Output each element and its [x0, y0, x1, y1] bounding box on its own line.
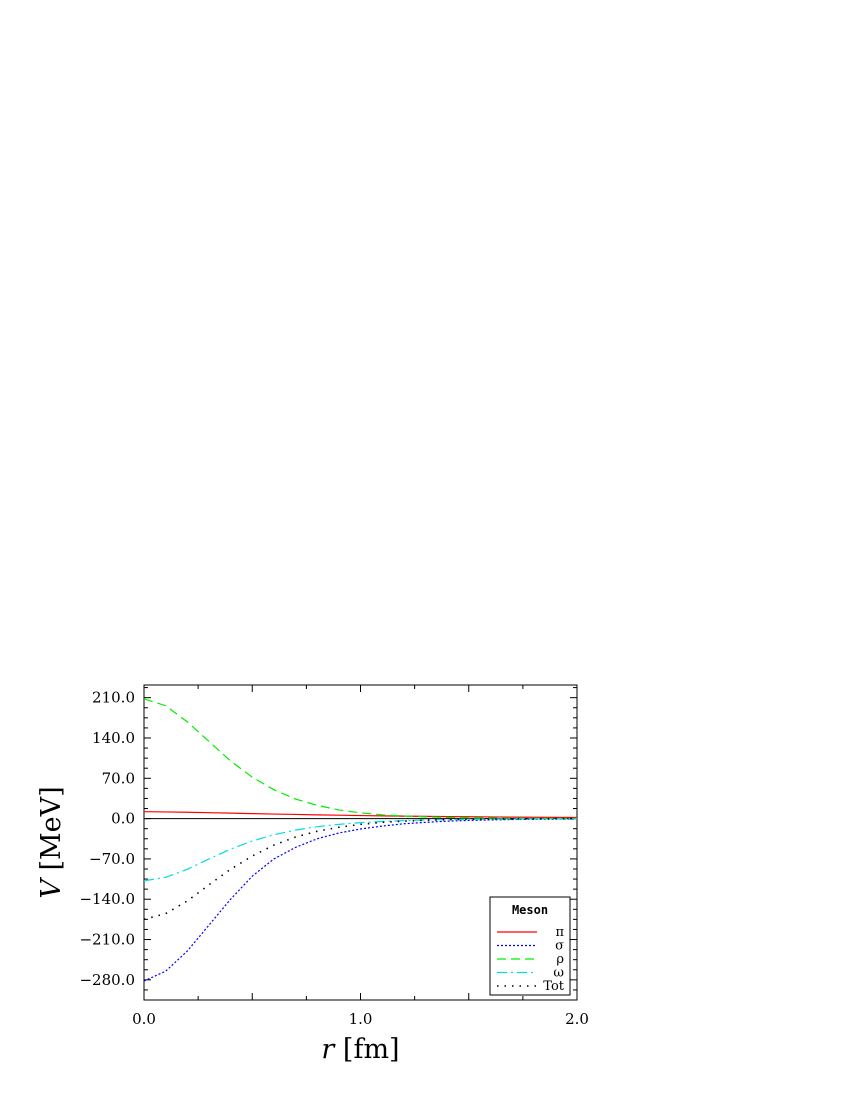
x-tick-label: 2.0	[565, 1010, 589, 1028]
series-line-0	[143, 811, 578, 819]
series-line-2	[143, 698, 578, 820]
y-axis-unit: [MeV]	[36, 786, 67, 879]
x-axis-unit: [fm]	[334, 1034, 399, 1065]
y-tick-label: −210.0	[79, 931, 135, 949]
x-axis: 0.0 1.0 2.0	[132, 685, 589, 1028]
x-axis-title: r [fm]	[321, 1034, 399, 1065]
legend-label-4: Tot	[543, 979, 564, 994]
series-line-3	[143, 818, 578, 882]
x-tick-label: 1.0	[349, 1010, 373, 1028]
legend-label-0: π	[555, 925, 564, 940]
y-axis: 210.0 140.0 70.0 0.0 −70.0 −140.0 −210.0 −280.0	[79, 687, 577, 1001]
x-tick-label: 0.0	[132, 1010, 156, 1028]
y-tick-label: 70.0	[102, 769, 135, 787]
legend-label-2: ρ	[556, 952, 564, 967]
y-axis-variable: V	[36, 877, 67, 899]
legend-label-3: ω	[553, 966, 564, 981]
legend-label-1: σ	[555, 939, 564, 954]
series-line-1	[143, 818, 578, 982]
y-tick-label: 0.0	[111, 810, 135, 828]
y-tick-label: −280.0	[79, 971, 135, 989]
y-tick-label: −140.0	[79, 890, 135, 908]
y-tick-label: 210.0	[92, 689, 135, 707]
y-tick-label: 140.0	[92, 729, 135, 747]
y-axis-title: V [MeV]	[36, 786, 67, 898]
y-tick-label: −70.0	[89, 850, 135, 868]
x-axis-variable: r	[321, 1034, 336, 1065]
legend-title: Meson	[512, 903, 548, 917]
series-layer	[143, 698, 578, 982]
series-line-4	[143, 817, 578, 921]
